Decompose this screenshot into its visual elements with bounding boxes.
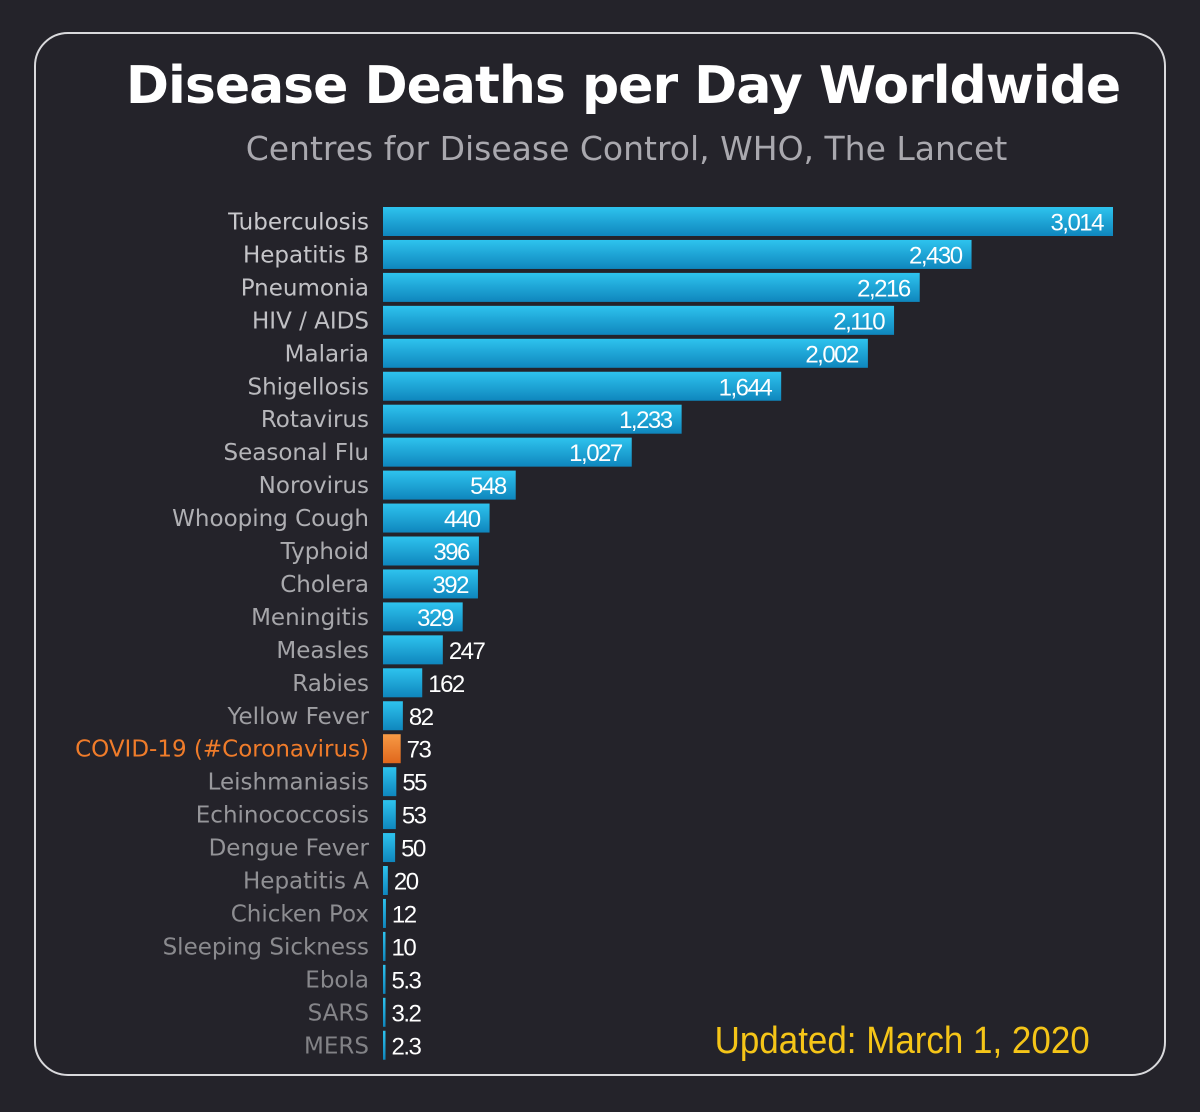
bar-chicken-pox bbox=[383, 898, 386, 928]
category-label-dengue-fever: Dengue Fever bbox=[209, 836, 370, 862]
category-label-malaria: Malaria bbox=[285, 341, 369, 367]
bar-hepatitis-a bbox=[383, 866, 388, 895]
bar-whooping-cough bbox=[383, 503, 490, 533]
category-label-norovirus: Norovirus bbox=[259, 473, 369, 499]
value-label-measles: 247 bbox=[449, 638, 486, 665]
value-label-norovirus: 548 bbox=[470, 473, 507, 500]
category-label-cholera: Cholera bbox=[280, 572, 369, 598]
value-label-chicken-pox: 12 bbox=[392, 901, 417, 928]
bar-measles bbox=[383, 635, 443, 665]
category-label-mers: MERS bbox=[304, 1033, 369, 1059]
value-label-shigellosis: 1,644 bbox=[719, 374, 773, 401]
value-label-echinococcosis: 53 bbox=[402, 803, 427, 830]
bar-sars bbox=[383, 997, 386, 1027]
value-label-meningitis: 329 bbox=[417, 605, 454, 632]
category-label-rotavirus: Rotavirus bbox=[261, 407, 369, 433]
chart-title: Disease Deaths per Day Worldwide bbox=[125, 56, 1121, 116]
bar-tuberculosis bbox=[383, 207, 1113, 236]
category-label-tuberculosis: Tuberculosis bbox=[227, 210, 369, 236]
bar-leishmaniasis bbox=[383, 767, 397, 797]
bar-seasonal-flu bbox=[383, 437, 632, 467]
value-label-whooping-cough: 440 bbox=[444, 506, 481, 533]
value-label-sars: 3.2 bbox=[392, 1000, 422, 1027]
value-label-cholera: 392 bbox=[432, 572, 469, 599]
bar-dengue-fever bbox=[383, 833, 396, 863]
category-label-covid-19-coronavirus: COVID-19 (#Coronavirus) bbox=[75, 737, 369, 763]
value-label-pneumonia: 2,216 bbox=[857, 275, 911, 302]
value-label-typhoid: 396 bbox=[433, 539, 470, 566]
bars-group: Tuberculosis 3,014 Hepatitis B 2,430 Pneumon… bbox=[75, 207, 1113, 1060]
bar-pneumonia bbox=[383, 272, 920, 302]
category-label-typhoid: Typhoid bbox=[280, 539, 369, 565]
bar-norovirus bbox=[383, 470, 516, 500]
value-label-hepatitis-b: 2,430 bbox=[909, 242, 963, 269]
value-label-dengue-fever: 50 bbox=[401, 836, 426, 863]
updated-annotation: Updated: March 1, 2020 bbox=[714, 1020, 1090, 1062]
category-label-rabies: Rabies bbox=[292, 671, 369, 697]
bar-yellow-fever bbox=[383, 701, 403, 731]
value-label-sleeping-sickness: 10 bbox=[392, 934, 417, 961]
bar-typhoid bbox=[383, 536, 479, 566]
bar-cholera bbox=[383, 569, 478, 599]
category-label-sleeping-sickness: Sleeping Sickness bbox=[163, 934, 369, 960]
bar-echinococcosis bbox=[383, 800, 396, 830]
chart-subtitle: Centres for Disease Control, WHO, The La… bbox=[245, 129, 1008, 168]
value-label-mers: 2.3 bbox=[392, 1033, 422, 1060]
value-label-yellow-fever: 82 bbox=[409, 704, 434, 731]
value-label-covid-19-coronavirus: 73 bbox=[407, 737, 432, 764]
value-label-malaria: 2,002 bbox=[805, 341, 859, 368]
bar-covid-19-coronavirus bbox=[383, 734, 401, 764]
category-label-meningitis: Meningitis bbox=[251, 605, 369, 631]
bar-sleeping-sickness bbox=[383, 931, 386, 961]
category-label-pneumonia: Pneumonia bbox=[241, 275, 369, 301]
value-label-ebola: 5.3 bbox=[392, 967, 422, 994]
category-label-ebola: Ebola bbox=[305, 967, 369, 993]
category-label-hepatitis-b: Hepatitis B bbox=[243, 242, 369, 268]
bar-malaria bbox=[383, 338, 868, 368]
category-label-chicken-pox: Chicken Pox bbox=[231, 901, 369, 927]
bar-rotavirus bbox=[383, 404, 682, 434]
bar-hiv-aids bbox=[383, 305, 895, 335]
bar-shigellosis bbox=[383, 371, 782, 401]
category-label-measles: Measles bbox=[276, 638, 369, 664]
bar-mers bbox=[383, 1030, 386, 1060]
category-label-shigellosis: Shigellosis bbox=[247, 374, 369, 400]
category-label-whooping-cough: Whooping Cough bbox=[172, 506, 369, 532]
category-label-hiv-aids: HIV / AIDS bbox=[252, 308, 369, 334]
category-label-echinococcosis: Echinococcosis bbox=[196, 803, 369, 829]
category-label-yellow-fever: Yellow Fever bbox=[227, 704, 370, 730]
bar-ebola bbox=[383, 964, 386, 994]
category-label-hepatitis-a: Hepatitis A bbox=[243, 869, 369, 895]
category-label-leishmaniasis: Leishmaniasis bbox=[208, 770, 369, 796]
category-label-seasonal-flu: Seasonal Flu bbox=[224, 440, 369, 466]
value-label-leishmaniasis: 55 bbox=[402, 770, 427, 797]
value-label-rabies: 162 bbox=[428, 671, 465, 698]
bar-meningitis bbox=[383, 602, 463, 632]
category-label-sars: SARS bbox=[308, 1000, 369, 1026]
chart-frame bbox=[34, 32, 1166, 1076]
value-label-hepatitis-a: 20 bbox=[394, 869, 419, 896]
value-label-tuberculosis: 3,014 bbox=[1050, 210, 1104, 237]
bar-rabies bbox=[383, 668, 423, 698]
bar-hepatitis-b bbox=[383, 239, 972, 269]
value-label-hiv-aids: 2,110 bbox=[833, 308, 885, 335]
value-label-seasonal-flu: 1,027 bbox=[569, 440, 623, 467]
value-label-rotavirus: 1,233 bbox=[619, 407, 673, 434]
